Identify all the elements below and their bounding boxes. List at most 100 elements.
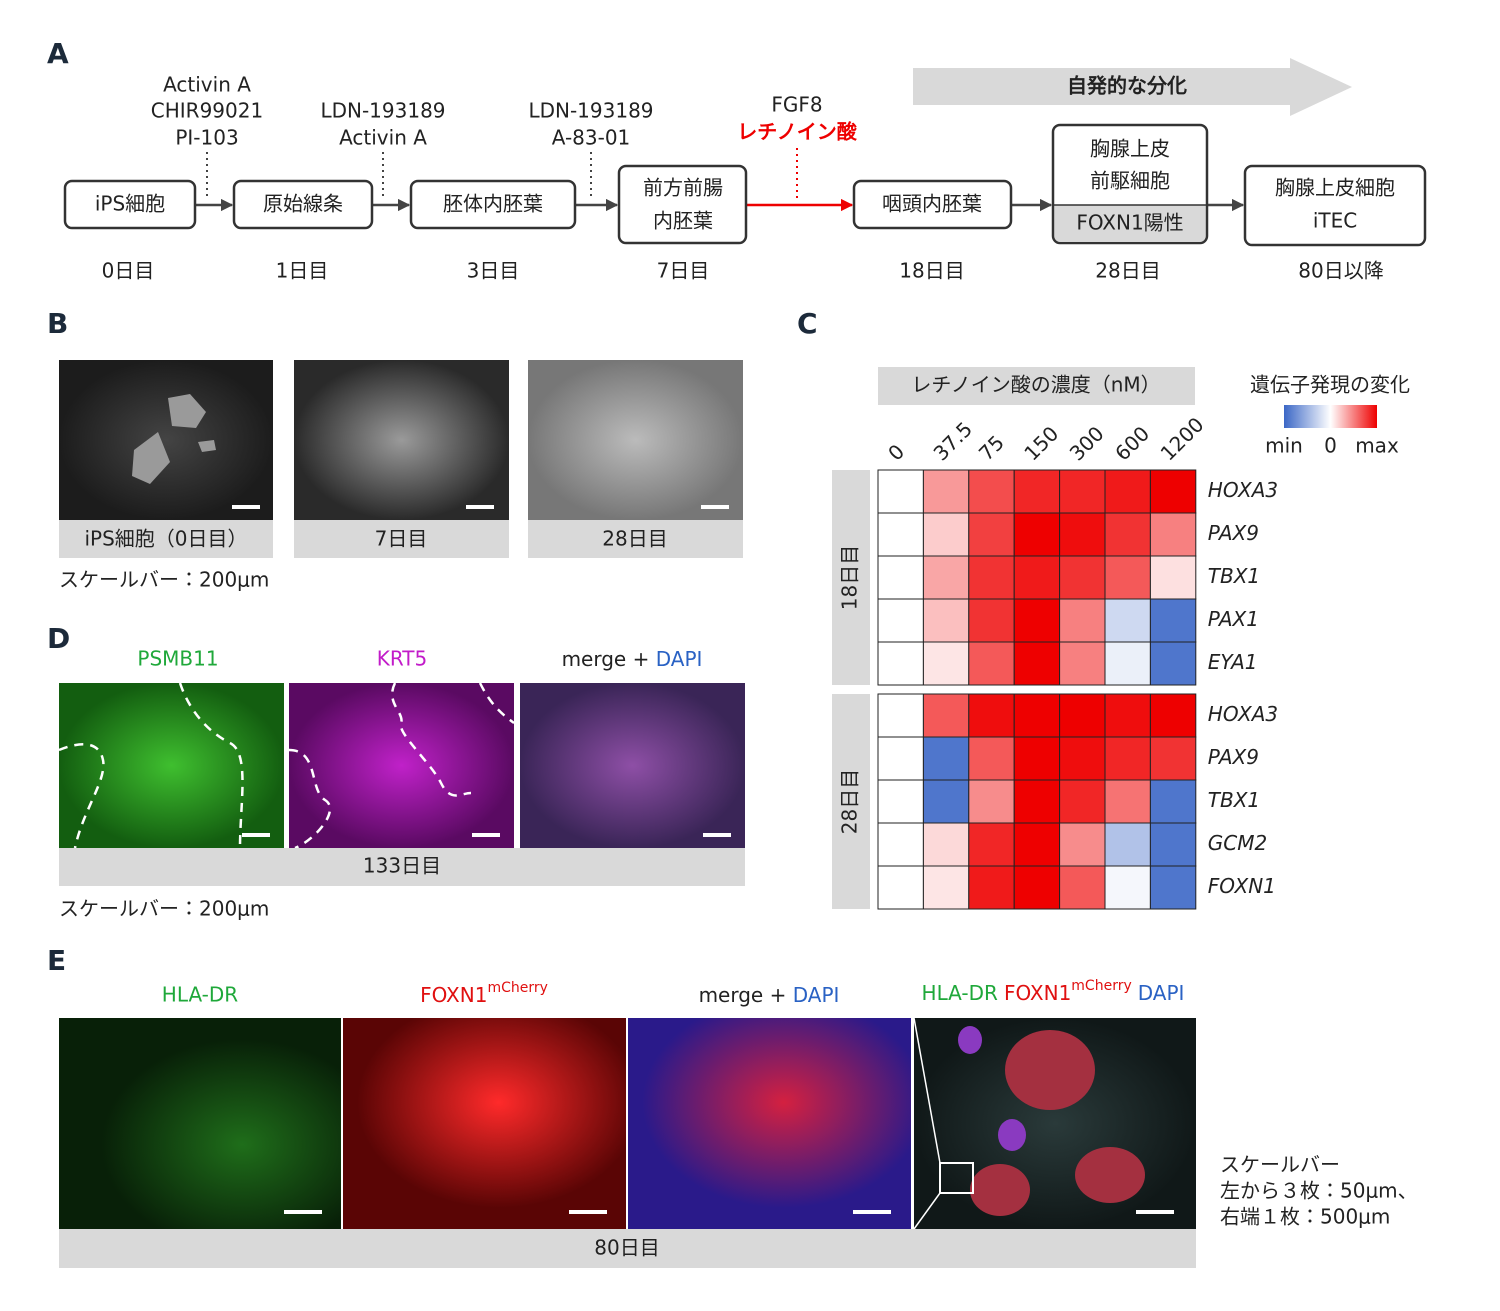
scale-note: スケールバー xyxy=(1220,1153,1340,1177)
heat-cell xyxy=(1149,865,1197,910)
column-label: 75 xyxy=(974,430,1009,465)
title-box xyxy=(878,367,1195,405)
treatment: CHIR99021 xyxy=(151,99,263,123)
scale-bar xyxy=(703,833,731,837)
hla-text: HLA-DR xyxy=(922,981,999,1005)
heat-cell xyxy=(1104,736,1151,781)
heat-cell xyxy=(968,555,1015,600)
caption: 133日目 xyxy=(363,854,441,878)
row-label: HOXA3 xyxy=(1208,478,1278,502)
column-label: 150 xyxy=(1019,421,1063,465)
channel-header: HLA-DR xyxy=(162,983,239,1007)
heat-cell xyxy=(968,469,1015,514)
heat-cell xyxy=(1013,779,1061,824)
stage-name: 胚体内胚葉 xyxy=(443,192,543,216)
heat-cell xyxy=(877,598,924,643)
heat-cell xyxy=(877,865,924,910)
scale-note: 右端１枚：500μm xyxy=(1220,1205,1390,1229)
stage-name: 内胚葉 xyxy=(653,209,713,233)
treatment: FGF8 xyxy=(771,93,822,117)
channel-header: KRT5 xyxy=(377,647,428,671)
heat-cell xyxy=(877,641,924,686)
heat-cell xyxy=(922,469,970,514)
scale-bar xyxy=(232,505,260,509)
heat-cell xyxy=(1059,736,1106,781)
row-label: FOXN1 xyxy=(1208,874,1276,898)
row-label: EYA1 xyxy=(1208,650,1258,674)
legend-tick-label: max xyxy=(1355,434,1399,458)
boundary xyxy=(288,682,515,850)
heat-cell xyxy=(1104,512,1151,557)
column-label: 37.5 xyxy=(929,417,977,465)
channel-header: FOXN1mCherry xyxy=(420,980,548,1007)
treatment: Activin A xyxy=(163,73,251,97)
heat-cell xyxy=(1013,822,1061,867)
row-label: PAX1 xyxy=(1208,607,1259,631)
caption-bar xyxy=(528,520,743,558)
heat-cell xyxy=(968,512,1015,557)
cell-clusters xyxy=(958,1026,1145,1216)
heat-cell xyxy=(1149,598,1197,643)
micrograph xyxy=(59,1018,341,1229)
legend-tick-label: 0 xyxy=(1324,434,1337,458)
heat-cell xyxy=(1059,512,1106,557)
heat-cell xyxy=(968,598,1015,643)
scale-bar xyxy=(466,505,494,509)
heat-cell xyxy=(877,779,924,824)
heat-cell xyxy=(922,555,970,600)
panel-label: D xyxy=(47,622,70,655)
heatmap: min 0 max 0 37.575 150 300 600 1200 18日目 HOXA3 PAX9… xyxy=(832,405,1399,910)
heat-cell xyxy=(1059,469,1106,514)
scale-bar xyxy=(1136,1210,1174,1214)
treatment: LDN-193189 xyxy=(320,99,445,123)
heat-cell xyxy=(1059,598,1106,643)
heat-cell xyxy=(1104,779,1151,824)
panel-label: C xyxy=(797,307,818,340)
stage-box xyxy=(1243,164,1427,247)
heat-cell xyxy=(1104,865,1151,910)
row-label: TBX1 xyxy=(1208,564,1260,588)
column-label: 600 xyxy=(1110,421,1154,465)
panel-label: E xyxy=(47,944,66,977)
row-label: GCM2 xyxy=(1208,831,1267,855)
column-label: 1200 xyxy=(1156,412,1209,465)
stage-name: 咽頭内胚葉 xyxy=(882,192,982,216)
heat-cell xyxy=(1013,693,1061,738)
heat-cell xyxy=(1149,822,1197,867)
micrograph xyxy=(59,360,273,520)
heat-cell xyxy=(922,598,970,643)
heat-cell xyxy=(1104,641,1151,686)
dapi-text: DAPI xyxy=(793,983,840,1007)
stage-box xyxy=(852,179,1013,230)
heat-cell xyxy=(1149,736,1197,781)
caption: iPS細胞（0日目） xyxy=(84,527,247,551)
column-label: 300 xyxy=(1065,421,1109,465)
micrograph xyxy=(59,683,284,848)
heat-cell xyxy=(1013,469,1061,514)
timeline: iPS細胞 原始線条 胚体内胚葉 前方前腸 内胚葉 咽頭内胚葉 胸腺上皮 前駆細… xyxy=(63,73,1427,283)
stage-day: 3日目 xyxy=(467,259,520,283)
foxn1-text: FOXN1 xyxy=(420,983,487,1007)
heat-cell xyxy=(1059,822,1106,867)
stage-box xyxy=(232,179,374,230)
heat-cell xyxy=(1013,598,1061,643)
differentiation-arrow xyxy=(913,58,1352,116)
heat-cell xyxy=(877,469,924,514)
treatment: PI-103 xyxy=(175,126,238,150)
channel-header: HLA-DR FOXN1mCherry DAPI xyxy=(922,978,1185,1005)
stage-name: 前方前腸 xyxy=(643,176,723,200)
caption-bar xyxy=(59,848,745,886)
heat-cell xyxy=(968,779,1015,824)
heat-cell xyxy=(922,736,970,781)
dapi-text: DAPI xyxy=(656,647,703,671)
caption: 80日目 xyxy=(594,1236,659,1260)
micrograph xyxy=(289,683,514,848)
stage-day: 7日目 xyxy=(657,259,710,283)
legend-title: 遺伝子発現の変化 xyxy=(1250,373,1410,397)
micrograph xyxy=(528,360,743,520)
legend-tick-label: min xyxy=(1265,434,1303,458)
heat-cell xyxy=(877,822,924,867)
heat-cell xyxy=(922,512,970,557)
superscript: mCherry xyxy=(1071,978,1131,994)
heat-cell xyxy=(968,736,1015,781)
